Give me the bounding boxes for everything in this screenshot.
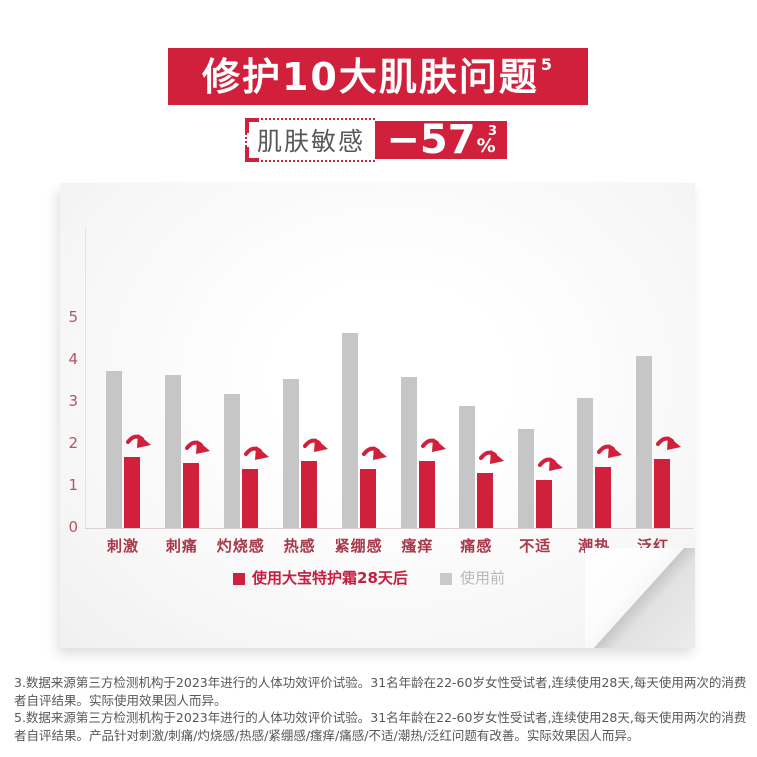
page-title-text: 修护10大肌肤问题	[201, 54, 539, 99]
decrease-arrow-icon	[420, 436, 447, 458]
claim-label: 肌肤敏感	[256, 127, 365, 156]
claim-value-box: −57 % 3	[375, 117, 507, 163]
bar-before	[341, 332, 358, 528]
bar-before	[223, 393, 240, 528]
y-axis-line	[85, 228, 86, 528]
decrease-arrow-icon	[243, 444, 270, 466]
bar-chart: 0 1 2 3 4 5 刺激 刺痛 灼烧感 热感 紧绷感 瘙痒 痛感 不适 潮热 泛红	[60, 183, 695, 648]
decrease-arrow-icon	[597, 442, 623, 464]
x-axis-line	[85, 528, 693, 529]
y-axis-tick-label: 1	[68, 476, 78, 494]
bar-before	[577, 397, 594, 528]
category-label: 痛感	[460, 537, 493, 555]
bar-after	[182, 462, 199, 528]
bar-after	[359, 469, 376, 528]
y-axis-tick-label: 3	[68, 392, 78, 410]
bar-after	[124, 456, 140, 528]
y-axis-tick-label: 0	[68, 518, 78, 536]
bar-after	[300, 460, 317, 528]
claim-superscript: 3	[487, 124, 497, 139]
category-label: 不适	[519, 537, 552, 555]
y-axis-tick-label: 2	[68, 434, 78, 452]
decrease-arrow-icon	[184, 438, 211, 460]
decrease-arrow-icon	[302, 436, 329, 458]
bar-before	[400, 376, 417, 528]
decrease-arrow-icon	[538, 455, 564, 477]
page-title-superscript: 5	[540, 54, 555, 74]
decrease-arrow-icon	[656, 434, 682, 456]
bar-after	[595, 467, 612, 528]
corner-bracket-icon	[245, 147, 259, 162]
bar-after	[536, 479, 553, 528]
legend-swatch-before	[440, 573, 452, 585]
bar-before	[164, 374, 181, 528]
footnote: 3.数据来源第三方检测机构于2023年进行的人体功效评价试验。31名年龄在22-…	[14, 675, 747, 708]
bar-after	[241, 469, 258, 528]
chart-panel: 0 1 2 3 4 5 刺激 刺痛 灼烧感 热感 紧绷感 瘙痒 痛感 不适 潮热 泛红 使用大宝特护霜28天后…	[60, 183, 695, 648]
y-axis-tick-label: 4	[68, 350, 78, 368]
category-label: 紧绷感	[334, 537, 383, 555]
legend-label-after: 使用大宝特护霜28天后	[252, 569, 408, 587]
bar-before	[106, 370, 122, 528]
page-title: 修护10大肌肤问题 5	[168, 48, 588, 105]
category-label: 灼烧感	[216, 537, 265, 555]
claim-value: −57	[386, 117, 476, 163]
claim-unit: %	[476, 135, 496, 157]
category-label: 刺激	[106, 537, 139, 555]
footnotes: 3.数据来源第三方检测机构于2023年进行的人体功效评价试验。31名年龄在22-…	[14, 674, 750, 744]
category-label: 刺痛	[165, 537, 198, 555]
bar-before	[282, 378, 299, 528]
bar-before	[636, 355, 653, 528]
category-label: 瘙痒	[401, 537, 434, 555]
bar-before	[518, 429, 535, 528]
page-curl	[585, 548, 695, 648]
y-axis-tick-label: 5	[68, 308, 78, 326]
claim-label-box: 肌肤敏感	[245, 118, 375, 162]
decrease-arrow-icon	[361, 444, 388, 466]
legend-swatch-after	[233, 573, 245, 585]
bar-before	[459, 406, 476, 528]
bar-after	[418, 460, 435, 528]
category-label: 热感	[283, 537, 316, 555]
corner-bracket-icon	[245, 118, 259, 133]
legend-label-before: 使用前	[460, 569, 506, 587]
bar-after	[477, 473, 494, 528]
claim-row: 肌肤敏感 −57 % 3	[245, 118, 507, 162]
footnote: 5.数据来源第三方检测机构于2023年进行的人体功效评价试验。31名年龄在22-…	[14, 710, 747, 743]
decrease-arrow-icon	[479, 448, 505, 470]
bar-after	[654, 458, 671, 528]
decrease-arrow-icon	[126, 432, 152, 454]
